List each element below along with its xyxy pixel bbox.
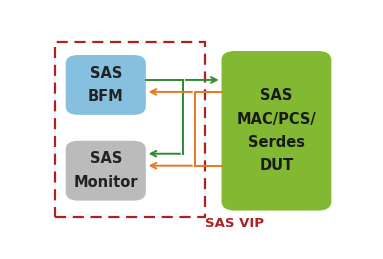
Text: SAS
Monitor: SAS Monitor	[74, 152, 138, 190]
FancyBboxPatch shape	[66, 141, 146, 200]
Text: SAS
BFM: SAS BFM	[88, 66, 124, 104]
FancyBboxPatch shape	[221, 51, 331, 211]
Text: SAS
MAC/PCS/
Serdes
DUT: SAS MAC/PCS/ Serdes DUT	[237, 88, 316, 173]
Text: SAS VIP: SAS VIP	[205, 217, 264, 230]
FancyBboxPatch shape	[66, 55, 146, 115]
